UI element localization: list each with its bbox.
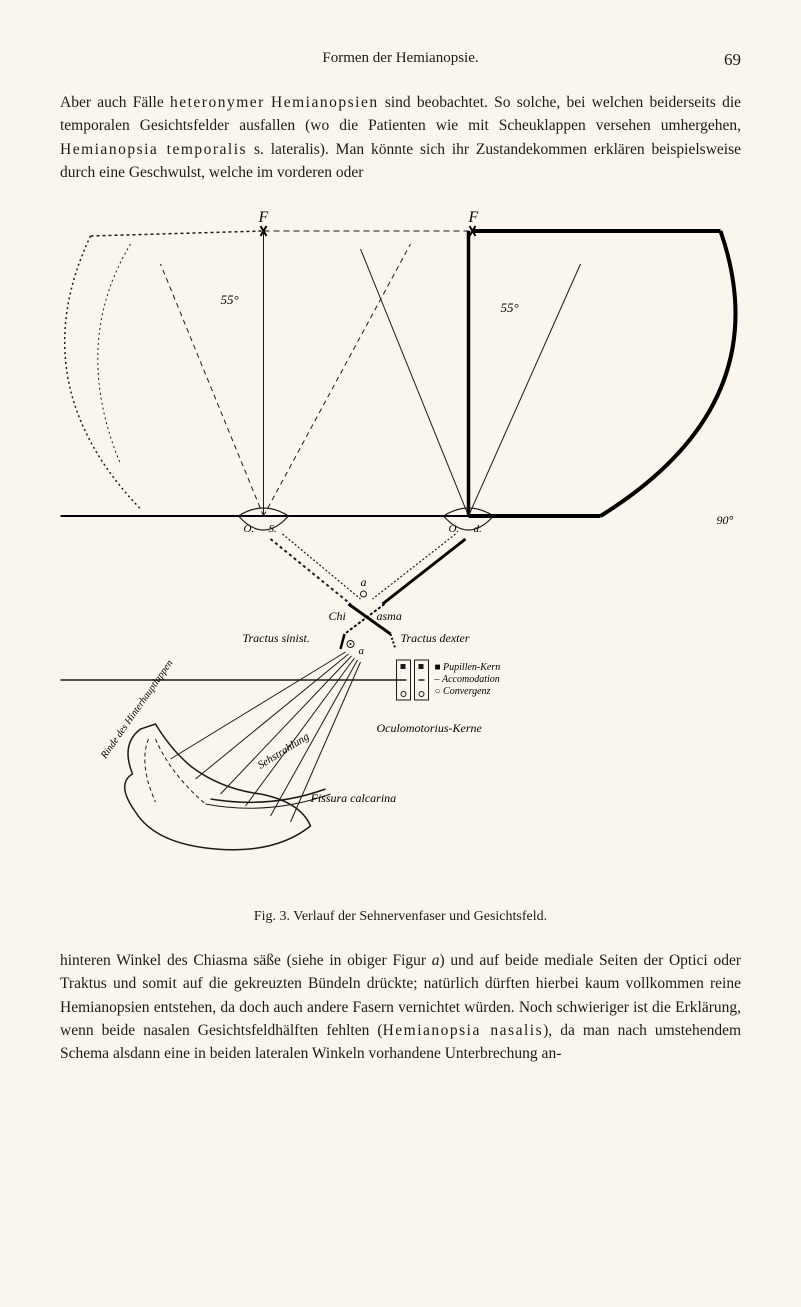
cortex-outline: [125, 724, 311, 850]
top-dotted-left: [91, 231, 264, 236]
label-a-top: a: [361, 575, 367, 589]
label-tractus-sinist: Tractus sinist.: [243, 631, 310, 645]
label-accom: Accomodation: [441, 674, 500, 685]
left-arc-inner: [98, 244, 131, 464]
right-nerve-solid: [383, 539, 466, 604]
label-pupillen: Pupillen-Kern: [442, 662, 500, 673]
label-F-right: F: [468, 209, 479, 226]
left-cone-r: [264, 244, 411, 516]
label-S-left: S.: [269, 523, 277, 535]
figure-caption: Fig. 3. Verlauf der Sehnervenfaser und G…: [60, 909, 741, 925]
left-cone-l: [161, 264, 264, 516]
svg-text:○ Convergenz: ○ Convergenz: [435, 686, 491, 697]
label-chi-suffix: asma: [377, 609, 402, 623]
label-O-left: O.: [244, 523, 255, 535]
label-converg: Convergenz: [443, 686, 491, 697]
paragraph-1: Aber auch Fälle heteronymer Hemianopsien…: [60, 91, 741, 184]
running-header: Formen der Hemianopsie.: [60, 50, 741, 67]
left-nerve-dotted: [271, 539, 351, 604]
optic-diagram-svg: F F 55° 55° 90° O.: [60, 204, 741, 894]
marker-circ: ○: [435, 686, 441, 697]
label-90: 90°: [717, 513, 734, 527]
label-O-right: O.: [449, 523, 460, 535]
label-oculomotorius: Oculomotorius-Kerne: [377, 721, 483, 735]
right-cone-r: [469, 264, 581, 516]
marker-sq: ■: [435, 662, 441, 673]
label-tractus-dexter: Tractus dexter: [401, 631, 470, 645]
right-arc-outer: [601, 231, 736, 516]
label-sehstrahlung: Sehstrahlung: [256, 730, 312, 771]
label-chi-prefix: Chi: [329, 609, 346, 623]
marker-dash: –: [434, 674, 441, 685]
svg-text:– Accomodation: – Accomodation: [434, 674, 500, 685]
page-number: 69: [724, 50, 741, 70]
label-fissura: Fissura calcarina: [310, 791, 397, 805]
left-arc-dotted: [65, 236, 141, 509]
right-cone-l: [361, 249, 469, 516]
svg-text:■ Pupillen-Kern: ■ Pupillen-Kern: [435, 662, 501, 673]
paragraph-2: hinteren Winkel des Chiasma säße (siehe …: [60, 949, 741, 1065]
label-a-mid: a: [359, 645, 365, 657]
label-d-right: d.: [474, 523, 482, 535]
label-55-right: 55°: [501, 300, 519, 315]
figure-3: F F 55° 55° 90° O.: [60, 204, 741, 925]
label-rinde: Rinde des Hinterhauptlappen: [98, 658, 175, 761]
label-55-left: 55°: [221, 292, 239, 307]
label-F-left: F: [258, 209, 269, 226]
